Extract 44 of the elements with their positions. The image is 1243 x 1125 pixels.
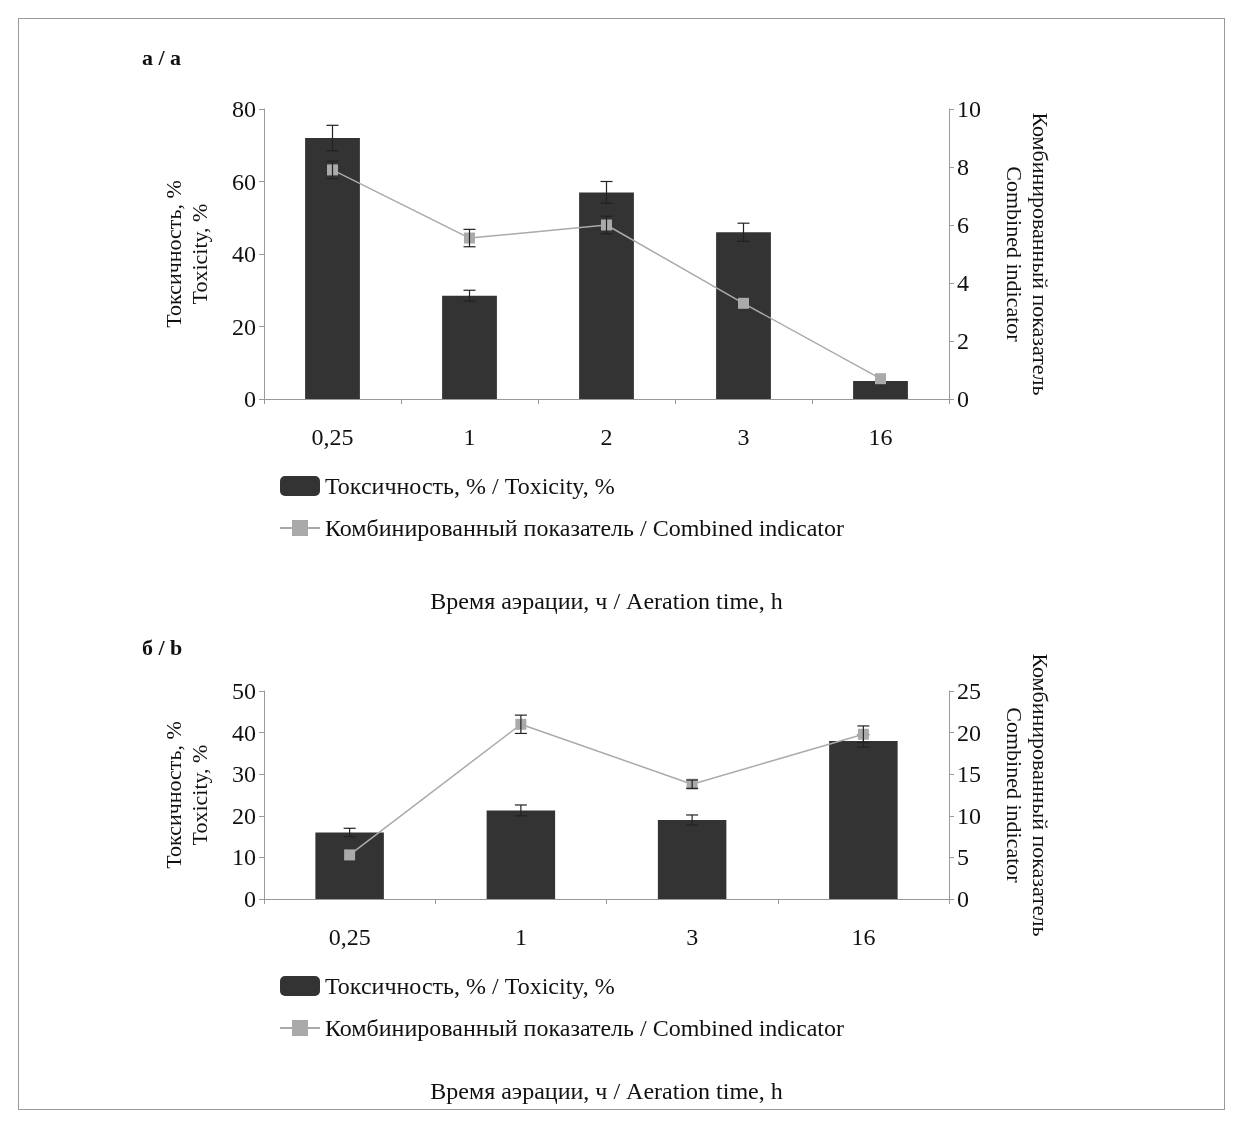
y-tick-label: 80 xyxy=(232,96,256,122)
y-tick-label: 60 xyxy=(232,168,256,195)
y-tick-label: 40 xyxy=(232,241,256,267)
y2-tick-label: 10 xyxy=(957,96,981,122)
y-axis-title: Токсичность, % Toxicity, % xyxy=(160,721,212,869)
x-tick-label: 0,25 xyxy=(311,424,354,450)
x-axis-title: Время аэрации, ч / Aeration time, h xyxy=(430,1078,783,1104)
y-tick-label: 50 xyxy=(232,678,256,704)
y2-tick-label: 0 xyxy=(957,886,969,912)
x-tick-label: 1 xyxy=(514,924,527,950)
y2-tick-label: 25 xyxy=(957,678,981,704)
y2-tick-label: 4 xyxy=(957,270,969,296)
x-tick-label: 3 xyxy=(737,424,750,450)
x-axis-title: Время аэрации, ч / Aeration time, h xyxy=(430,588,783,614)
y-tick-label: 0 xyxy=(244,386,256,412)
chart-title: а / a xyxy=(142,44,182,70)
y2-tick-label: 8 xyxy=(957,154,969,180)
x-tick-label: 0,25 xyxy=(328,924,371,950)
y2-tick-label: 2 xyxy=(957,328,969,354)
chart-title: б / b xyxy=(142,634,183,660)
y-tick-label: 20 xyxy=(232,802,256,829)
y2-tick-label: 15 xyxy=(957,761,981,788)
y2-axis-title: Комбинированный показатель Combined indicator xyxy=(1001,112,1053,396)
legend-label: Токсичность, % / Toxicity, % xyxy=(325,473,615,499)
y2-tick-label: 5 xyxy=(957,844,969,871)
y-tick-label: 30 xyxy=(232,761,256,788)
x-tick-label: 1 xyxy=(463,424,476,450)
y2-axis-title: Комбинированный показатель Combined indicator xyxy=(1001,653,1053,937)
legend-label: Комбинированный показатель / Combined indicator xyxy=(325,1015,844,1041)
x-tick-label: 16 xyxy=(851,924,876,950)
legend-label: Комбинированный показатель / Combined indicator xyxy=(325,515,844,541)
x-tick-label: 3 xyxy=(686,924,699,950)
y2-tick-label: 6 xyxy=(957,212,969,238)
y-tick-label: 40 xyxy=(232,719,256,746)
y-tick-label: 10 xyxy=(232,844,256,871)
x-tick-label: 16 xyxy=(868,424,893,450)
y2-tick-label: 0 xyxy=(957,386,969,412)
y2-tick-label: 20 xyxy=(957,719,981,746)
legend-label: Токсичность, % / Toxicity, % xyxy=(325,973,615,999)
y-axis-title: Токсичность, % Toxicity, % xyxy=(160,180,212,328)
y-tick-label: 0 xyxy=(244,886,256,912)
x-tick-label: 2 xyxy=(600,424,613,450)
y-tick-label: 20 xyxy=(232,313,256,340)
y2-tick-label: 10 xyxy=(957,802,981,829)
